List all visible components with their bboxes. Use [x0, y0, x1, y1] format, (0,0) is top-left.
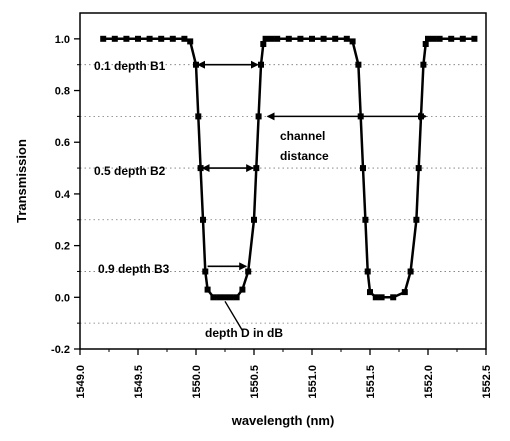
- data-point: [362, 216, 369, 223]
- y-tick-label: -0.2: [51, 344, 70, 356]
- data-point: [378, 294, 385, 301]
- data-point: [251, 216, 257, 223]
- annot-b3-label: 0.9 depth B3: [98, 262, 170, 276]
- data-point: [197, 165, 204, 172]
- y-axis-title: Transmission: [14, 139, 29, 223]
- reference-grid: [80, 64, 486, 324]
- data-point: [360, 165, 366, 172]
- y-tick-label: 1.0: [55, 34, 70, 46]
- annotations: 0.1 depth B1 0.5 depth B2 0.9 depth B3 c…: [94, 59, 427, 340]
- data-point: [227, 294, 234, 301]
- annot-b2-label: 0.5 depth B2: [94, 164, 166, 178]
- data-point: [233, 294, 240, 301]
- data-point: [260, 41, 267, 47]
- data-point: [193, 61, 199, 68]
- data-point: [471, 35, 478, 42]
- data-point: [343, 35, 350, 42]
- data-point: [349, 38, 356, 45]
- data-point: [425, 35, 431, 42]
- data-point: [422, 41, 429, 47]
- data-point: [268, 35, 275, 42]
- annot-channel-label-1: channel: [280, 129, 325, 143]
- data-point: [146, 35, 153, 42]
- annot-depth-leader: [224, 300, 244, 332]
- data-point: [135, 35, 141, 42]
- annot-channel-label-2: distance: [280, 149, 329, 163]
- data-point: [245, 268, 252, 275]
- data-point: [216, 294, 223, 301]
- data-point: [297, 35, 304, 42]
- data-point: [262, 35, 269, 42]
- data-point: [111, 35, 118, 42]
- data-point: [413, 216, 420, 223]
- data-point: [204, 286, 211, 293]
- x-tick-label: 1552.0: [423, 365, 435, 399]
- data-point: [200, 216, 206, 223]
- x-axis-title: wavelength (nm): [231, 413, 335, 428]
- y-tick-label: 0.0: [55, 292, 70, 304]
- y-tick-label: 0.6: [55, 137, 70, 149]
- data-point: [448, 35, 455, 42]
- transmission-series: [100, 35, 478, 301]
- x-tick-label: 1551.5: [365, 365, 377, 399]
- data-point: [367, 289, 373, 296]
- data-point: [255, 113, 262, 120]
- data-point: [430, 35, 437, 42]
- data-point: [285, 35, 292, 42]
- data-point: [158, 35, 165, 42]
- data-point: [195, 113, 202, 120]
- y-tick-label: 0.4: [55, 189, 71, 201]
- data-point: [222, 294, 228, 301]
- data-point: [210, 294, 217, 301]
- data-point: [390, 294, 397, 301]
- x-tick-label: 1550.5: [249, 365, 261, 399]
- data-point: [372, 294, 379, 301]
- data-point: [258, 61, 264, 68]
- data-point: [181, 35, 188, 42]
- data-point: [123, 35, 130, 42]
- x-tick-label: 1549.5: [133, 365, 145, 399]
- data-point: [415, 165, 422, 172]
- data-point: [274, 35, 281, 42]
- data-point: [436, 35, 443, 42]
- annot-b1-label: 0.1 depth B1: [94, 59, 166, 73]
- data-point: [407, 268, 414, 275]
- data-point: [253, 165, 260, 172]
- x-tick-label: 1552.5: [481, 365, 493, 399]
- x-tick-label: 1551.0: [307, 365, 319, 399]
- data-point: [100, 35, 107, 42]
- annot-depth-label: depth D in dB: [205, 326, 283, 340]
- x-tick-label: 1549.0: [75, 365, 87, 399]
- y-tick-label: 0.2: [55, 241, 70, 253]
- x-tick-label: 1550.0: [191, 365, 203, 399]
- data-point: [309, 35, 315, 42]
- y-tick-label: 0.8: [55, 86, 70, 98]
- data-point: [401, 289, 408, 296]
- data-point: [355, 61, 362, 68]
- data-point: [169, 35, 176, 42]
- data-point: [420, 61, 427, 68]
- data-point: [459, 35, 466, 42]
- data-point: [364, 268, 371, 275]
- data-point: [320, 35, 327, 42]
- data-point: [187, 38, 194, 45]
- data-point: [239, 286, 246, 293]
- data-point: [202, 268, 209, 275]
- data-point: [332, 35, 339, 42]
- axis-ticks: -0.2 0.0 0.2 0.4 0.6 0.8 1.0 1549.0 1549.5 1550.0…: [51, 34, 493, 399]
